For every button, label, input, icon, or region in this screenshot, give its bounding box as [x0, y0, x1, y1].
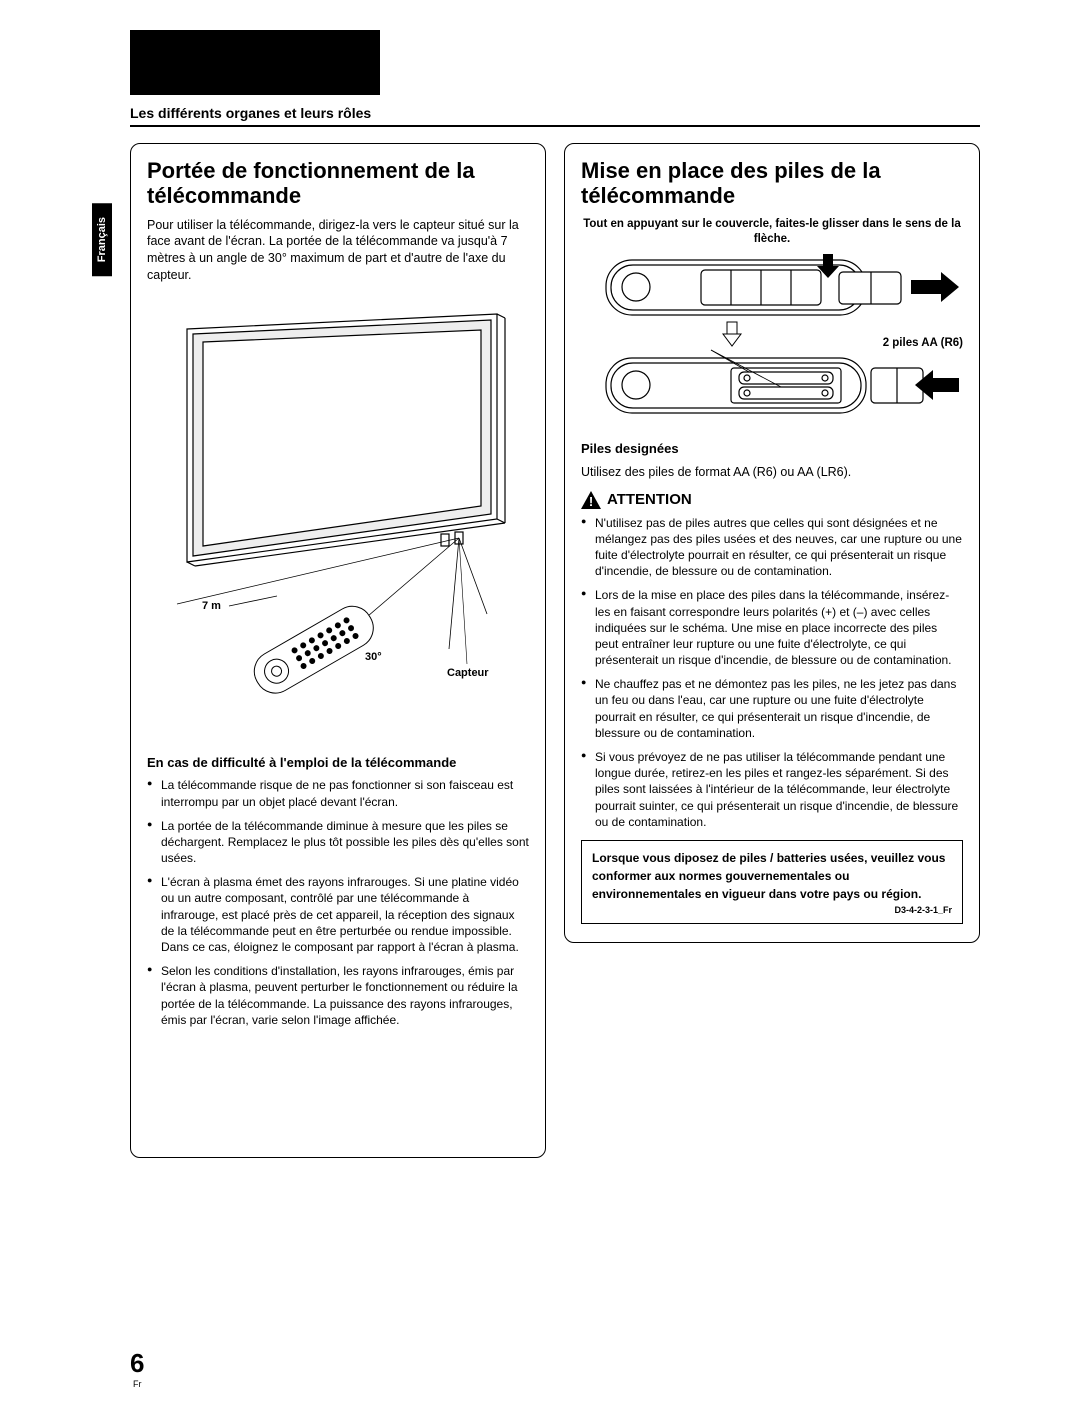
two-column-layout: Portée de fonctionnement de la télécomma…	[130, 143, 980, 1158]
designated-batteries-text: Utilisez des piles de format AA (R6) ou …	[581, 464, 963, 481]
right-title: Mise en place des piles de la télécomman…	[581, 158, 963, 209]
page-content: Les différents organes et leurs rôles Po…	[0, 0, 1080, 1198]
section-header: Les différents organes et leurs rôles	[130, 105, 980, 127]
sensor-label: Capteur	[447, 667, 489, 679]
attention-label: ATTENTION	[607, 491, 692, 508]
page-number: 6	[130, 1348, 144, 1379]
attention-bullet-list: N'utilisez pas de piles autres que celle…	[581, 515, 963, 830]
list-item: La télécommande risque de ne pas fonctio…	[147, 777, 529, 809]
slide-instruction: Tout en appuyant sur le couvercle, faite…	[581, 217, 963, 247]
attention-heading: ! ATTENTION	[581, 491, 963, 509]
list-item: La portée de la télécommande diminue à m…	[147, 818, 529, 867]
list-item: L'écran à plasma émet des rayons infraro…	[147, 874, 529, 955]
battery-spec-label: 2 piles AA (R6)	[581, 337, 963, 349]
designated-batteries-head: Piles designées	[581, 441, 963, 457]
tv-remote-diagram: 7 m 30° 30° Capteur	[147, 304, 527, 734]
list-item: Si vous prévoyez de ne pas utiliser la t…	[581, 749, 963, 830]
left-title: Portée de fonctionnement de la télécomma…	[147, 158, 529, 209]
distance-label: 7 m	[202, 600, 221, 612]
svg-text:!: !	[589, 494, 593, 509]
list-item: N'utilisez pas de piles autres que celle…	[581, 515, 963, 580]
warning-icon: !	[581, 491, 601, 509]
right-column: Mise en place des piles de la télécomman…	[564, 143, 980, 943]
left-subhead: En cas de difficulté à l'emploi de la té…	[147, 755, 529, 771]
list-item: Ne chauffez pas et ne démontez pas les p…	[581, 676, 963, 741]
disposal-notice-box: Lorsque vous diposez de piles / batterie…	[581, 840, 963, 924]
left-intro: Pour utiliser la télécommande, dirigez-l…	[147, 217, 529, 285]
angle-label-2: 30°	[365, 651, 382, 663]
disposal-code: D3-4-2-3-1_Fr	[894, 905, 952, 915]
page-lang-code: Fr	[133, 1379, 142, 1389]
disposal-text: Lorsque vous diposez de piles / batterie…	[592, 851, 945, 901]
range-diagram: 7 m 30° 30° Capteur	[147, 304, 529, 739]
left-bullet-list: La télécommande risque de ne pas fonctio…	[147, 777, 529, 1028]
list-item: Lors de la mise en place des piles dans …	[581, 587, 963, 668]
list-item: Selon les conditions d'installation, les…	[147, 963, 529, 1028]
left-column: Portée de fonctionnement de la télécomma…	[130, 143, 546, 1158]
